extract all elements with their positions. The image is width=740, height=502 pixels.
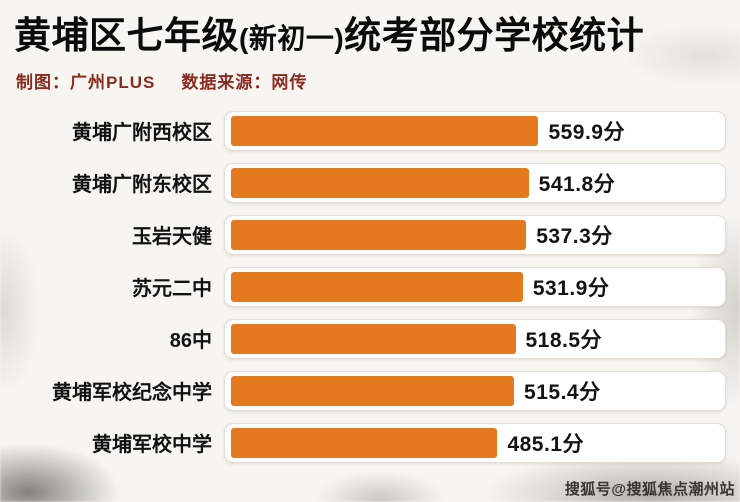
bar — [231, 375, 515, 406]
school-label: 苏元二中 — [132, 278, 212, 301]
score-label: 518.5分 — [525, 328, 603, 352]
bar-track: 541.8分 — [224, 162, 726, 203]
bar-track: 515.4分 — [224, 370, 726, 411]
chart-row: 苏元二中 531.9分 — [8, 263, 726, 311]
bar — [231, 323, 516, 354]
credit-line: 制图：广州PLUS 数据来源：网传 — [0, 68, 740, 93]
bar — [231, 271, 523, 302]
bar-track: 518.5分 — [224, 318, 726, 359]
school-label: 玉岩天健 — [132, 226, 212, 249]
chart-row: 黄埔广附东校区 541.8分 — [8, 159, 726, 207]
bar-track: 531.9分 — [224, 266, 726, 307]
bar-track: 537.3分 — [224, 214, 726, 255]
school-label: 黄埔军校纪念中学 — [52, 382, 212, 405]
chart-row: 86中 518.5分 — [8, 315, 726, 363]
score-label: 485.1分 — [507, 432, 584, 456]
title-suffix: 统考部分学校统计 — [344, 15, 645, 56]
credit-text: 制图：广州PLUS — [16, 72, 156, 92]
title-paren: (新初一) — [239, 23, 345, 54]
bar — [231, 219, 527, 250]
chart-row: 黄埔军校中学 485.1分 — [8, 419, 726, 467]
bar — [231, 115, 539, 146]
score-label: 537.3分 — [536, 224, 613, 248]
score-label: 559.9分 — [548, 120, 625, 144]
score-label: 515.4分 — [524, 380, 601, 404]
score-label: 531.9分 — [532, 276, 610, 300]
chart-row: 黄埔广附西校区 559.9分 — [8, 107, 726, 155]
chart-content: 黄埔区七年级(新初一)统考部分学校统计 制图：广州PLUS 数据来源：网传 黄埔广… — [0, 8, 740, 467]
score-label: 541.8分 — [538, 172, 616, 196]
watermark: 搜狐号@搜狐焦点潮州站 — [564, 481, 735, 498]
bar-track: 559.9分 — [224, 110, 726, 151]
chart-row: 玉岩天健 537.3分 — [8, 211, 726, 259]
bar — [231, 167, 529, 198]
school-label: 86中 — [169, 330, 212, 353]
school-label: 黄埔广附东校区 — [72, 174, 212, 197]
page-title: 黄埔区七年级(新初一)统考部分学校统计 — [0, 8, 740, 62]
source-text: 数据来源：网传 — [181, 72, 308, 92]
school-label: 黄埔军校中学 — [92, 434, 212, 457]
title-prefix: 黄埔区七年级 — [14, 15, 239, 56]
chart-row: 黄埔军校纪念中学 515.4分 — [8, 367, 726, 415]
bar — [231, 427, 498, 458]
bar-track: 485.1分 — [224, 422, 726, 463]
school-label: 黄埔广附西校区 — [72, 122, 212, 145]
bar-chart: 黄埔广附西校区 559.9分黄埔广附东校区 541.8分玉岩天健 537.3分苏元二中… — [0, 103, 740, 467]
